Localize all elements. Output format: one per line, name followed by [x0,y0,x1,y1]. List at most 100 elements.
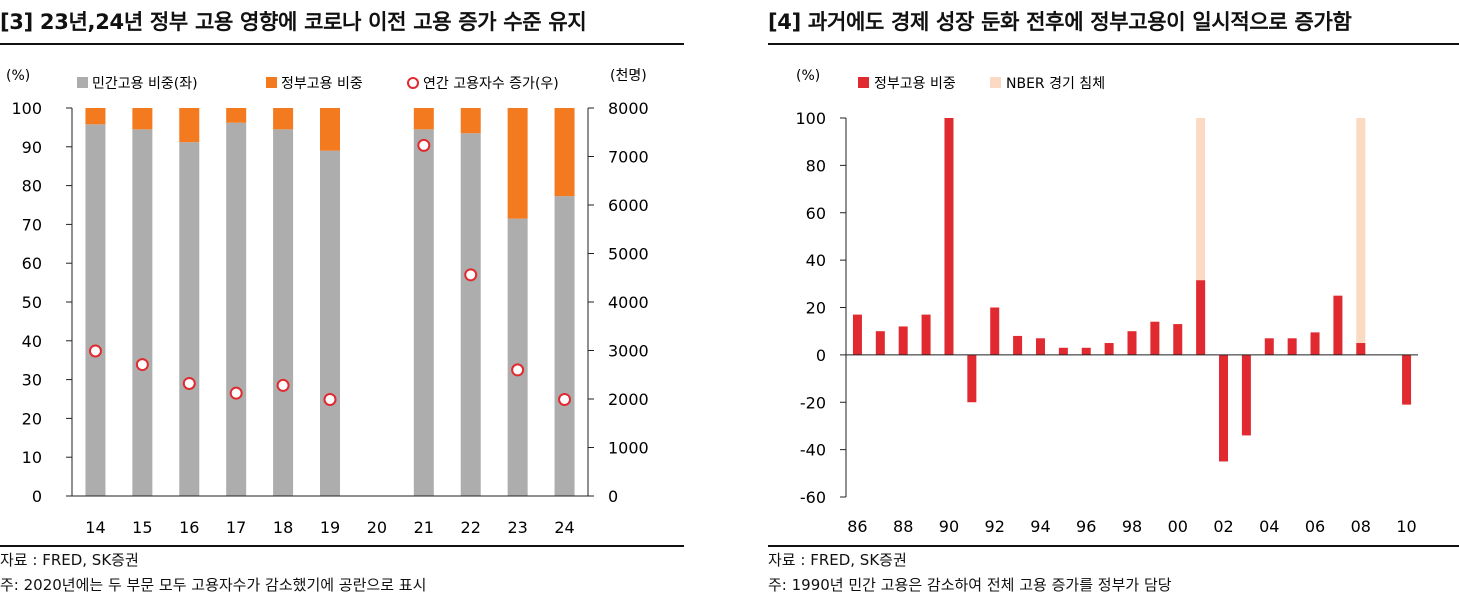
x-axis-tick-label: 19 [320,518,340,537]
recession-bar [1356,118,1366,355]
private-share-bar [85,124,106,497]
y-axis-tick-label: 40 [806,251,826,270]
footnote: 주: 2020년에는 두 부문 모두 고용자수가 감소했기에 공란으로 표시 [0,576,427,594]
government-share-bar [1150,321,1160,355]
x-axis-tick-label: 23 [507,518,527,537]
x-axis-tick-label: 98 [1122,517,1142,536]
right-axis-tick-label: 3000 [608,342,649,361]
right-axis-tick-label: 6000 [608,196,649,215]
legend-marker-employment-growth [407,77,419,89]
government-share-bar [1219,354,1229,462]
legend-swatch-government [858,77,869,88]
government-share-bar [179,108,200,143]
government-share-bar [1035,338,1045,355]
private-share-bar [460,133,481,496]
x-axis-tick-label: 20 [367,518,387,537]
private-share-bar [507,218,528,496]
government-share-bar [1173,324,1183,355]
government-share-bar [554,108,575,197]
government-share-bar [1058,347,1068,355]
y-axis-tick-label: 0 [816,346,826,365]
x-axis-tick-label: 16 [179,518,199,537]
x-axis-tick-label: 88 [893,517,913,536]
private-share-bar [226,122,247,496]
employment-growth-point [182,376,196,390]
legend-label-government: 정부고용 비중 [874,76,956,92]
legend-swatch-government [266,77,277,88]
x-axis-tick-label: 08 [1351,517,1371,536]
footer-divider [768,545,1459,547]
private-share-bar [554,196,575,497]
left-axis-tick-label: 20 [22,409,42,428]
government-share-bar [85,108,106,125]
recession-bar [1196,118,1206,355]
government-share-bar [875,331,885,355]
government-share-bar [320,108,340,151]
legend-label-employment-growth: 연간 고용자수 증가(우) [423,76,559,92]
footer-divider [0,545,684,547]
government-share-bar [460,108,481,134]
government-share-bar [1402,354,1412,405]
left-axis-tick-label: 40 [22,332,42,351]
government-share-bar [852,314,862,355]
right-axis-tick-label: 5000 [608,245,649,264]
government-share-bar [1287,338,1297,355]
government-share-bar [967,354,977,403]
right-axis-tick-label: 7000 [608,148,649,167]
government-share-bar [1333,295,1343,355]
left-axis-tick-label: 50 [22,293,42,312]
government-share-bar [898,326,908,355]
government-share-bar [944,118,954,355]
legend-swatch-recession [990,77,1001,88]
x-axis-tick-label: 17 [226,518,246,537]
left-axis-tick-label: 10 [22,448,42,467]
left-axis-tick-label: 100 [11,99,42,118]
y-axis-tick-label: 80 [806,156,826,175]
x-axis-tick-label: 22 [461,518,481,537]
left-axis-unit: (%) [796,68,820,84]
government-share-bar [273,108,294,130]
legend-swatch-private [77,77,88,88]
chart-panel-employment-share: [3] 23년,24년 정부 고용 영향에 코로나 이전 고용 증가 수준 유지… [0,0,684,602]
x-axis-tick-label: 96 [1076,517,1096,536]
employment-growth-point [135,358,149,372]
government-share-bar [921,314,931,355]
employment-growth-point [323,392,337,406]
government-share-bar [507,108,528,219]
x-axis-tick-label: 10 [1396,517,1416,536]
right-axis-tick-label: 2000 [608,390,649,409]
government-share-bar [413,108,434,130]
employment-growth-point [276,378,290,392]
y-axis-tick-label: -20 [800,393,826,412]
employment-share-chart: (%) (천명) 민간고용 비중(좌) 정부고용 비중 연간 고용자수 증가(우) 0 10… [6,68,649,537]
legend: 민간고용 비중(좌) 정부고용 비중 연간 고용자수 증가(우) [77,76,559,92]
y-axis-tick-label: 20 [806,299,826,318]
legend-label-recession: NBER 경기 침체 [1006,76,1105,92]
title-divider [0,43,684,45]
left-axis-tick-label: 90 [22,138,42,157]
government-share-bar [1127,331,1137,355]
left-axis-tick-label: 80 [22,177,42,196]
right-axis-tick-label: 1000 [608,439,649,458]
government-share-bar [1081,347,1091,355]
private-share-bar [132,129,153,496]
y-axis-tick-label: 60 [806,204,826,223]
private-share-bar [179,142,200,497]
employment-growth-point [417,138,431,152]
right-axis-unit: (천명) [610,68,647,84]
footnote: 주: 1990년 민간 고용은 감소하여 전체 고용 증가를 정부가 담당 [768,576,1172,594]
source-note: 자료 : FRED, SK증권 [768,551,907,569]
private-share-bar [413,129,434,496]
x-axis-tick-label: 04 [1259,517,1279,536]
left-axis-tick-label: 70 [22,215,42,234]
employment-growth-point [464,268,478,282]
employment-growth-point [511,363,525,377]
y-axis-tick-label: -60 [800,488,826,507]
employment-growth-point [229,386,243,400]
legend-label-private: 민간고용 비중(좌) [92,76,198,92]
x-axis-tick-label: 90 [939,517,959,536]
right-axis-tick-label: 4000 [608,293,649,312]
government-share-bar [1241,354,1251,436]
chart-title: [4] 과거에도 경제 성장 둔화 전후에 정부고용이 일시적으로 증가함 [768,10,1352,34]
x-axis-tick-label: 14 [85,518,105,537]
